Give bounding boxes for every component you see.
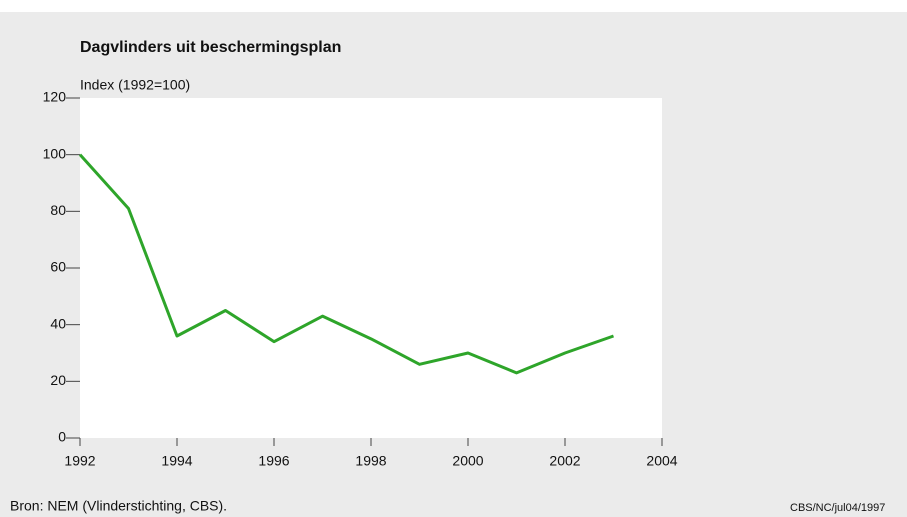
x-tick-label: 1998 (355, 453, 386, 469)
x-tick-label: 1994 (161, 453, 192, 469)
y-tick-label: 20 (50, 372, 66, 388)
source: Bron: NEM (Vlinderstichting, CBS). (10, 498, 227, 514)
y-tick-label: 120 (43, 89, 67, 105)
y-tick-label: 60 (50, 259, 66, 275)
y-tick-label: 80 (50, 202, 66, 218)
chart-title: Dagvlinders uit beschermingsplan (80, 39, 341, 56)
x-tick-label: 1996 (258, 453, 289, 469)
y-tick-label: 100 (43, 145, 67, 161)
x-tick-label: 2000 (452, 453, 483, 469)
x-tick-label: 1992 (64, 453, 95, 469)
y-tick-label: 0 (58, 429, 66, 445)
y-tick-label: 40 (50, 315, 66, 331)
x-tick-label: 2004 (646, 453, 677, 469)
y-axis-label: Index (1992=100) (80, 77, 190, 93)
x-tick-label: 2002 (549, 453, 580, 469)
code: CBS/NC/jul04/1997 (790, 502, 885, 514)
plot-area (80, 98, 662, 438)
data-line (78, 153, 614, 375)
